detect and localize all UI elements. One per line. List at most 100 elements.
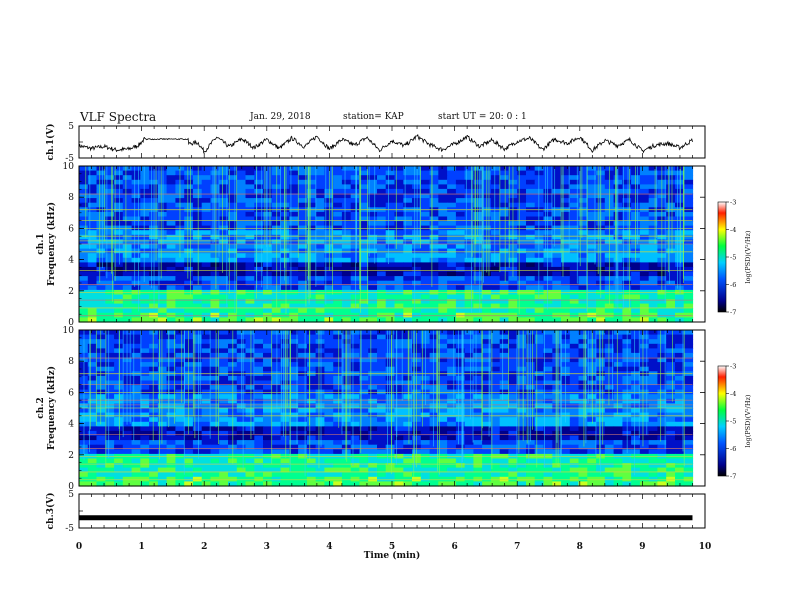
spectrogram-cell xyxy=(517,435,527,441)
spectrogram-cell xyxy=(166,463,176,469)
spectrogram-cell xyxy=(508,366,518,372)
spectrogram-cell xyxy=(306,403,317,409)
spectrogram-cell xyxy=(228,166,238,172)
spectrogram-cell xyxy=(201,175,212,181)
spectrogram-cell xyxy=(666,257,676,263)
spectrogram-cell xyxy=(280,253,290,259)
spectrogram-cell xyxy=(666,403,676,409)
spectrogram-cell xyxy=(569,343,580,349)
spectrogram-cell xyxy=(219,385,229,391)
spectrogram-cell xyxy=(499,467,510,473)
spectrogram-cell xyxy=(140,239,150,245)
spectrogram-cell xyxy=(508,449,518,455)
spectrogram-cell xyxy=(420,188,431,195)
spectrogram-cell xyxy=(420,179,431,185)
spectrogram-cell xyxy=(578,430,588,437)
spectrogram-cell xyxy=(245,211,255,218)
spectrogram-cell xyxy=(377,440,387,446)
spectrogram-cell xyxy=(394,339,404,345)
spectrogram-cell xyxy=(140,403,150,409)
spectrogram-cell xyxy=(508,276,518,282)
spectrogram-cell xyxy=(184,211,194,218)
spectrogram-cell xyxy=(447,435,457,441)
spectrogram-cell xyxy=(114,248,124,254)
spectrogram-cell xyxy=(140,317,150,323)
spectrogram-cell xyxy=(552,202,562,208)
spectrogram-cell xyxy=(175,366,185,372)
spectrogram-cell xyxy=(683,271,694,277)
spectrogram-cell xyxy=(368,308,378,314)
channel-label: ch.1 xyxy=(36,233,46,254)
spectrogram-cell xyxy=(385,175,396,181)
spectrogram-cell xyxy=(105,184,115,190)
spectrogram-cell xyxy=(499,216,510,222)
spectrogram-cell xyxy=(499,184,510,190)
spectrogram-cell xyxy=(289,294,299,300)
spectrogram-cell xyxy=(517,417,527,423)
spectrogram-cell xyxy=(578,463,588,469)
spectrogram-cell xyxy=(131,303,141,309)
spectrogram-cell xyxy=(131,188,141,195)
spectrogram-cell xyxy=(587,299,597,305)
spectrogram-cell xyxy=(490,412,501,418)
spectrogram-cell xyxy=(455,184,466,190)
spectrogram-cell xyxy=(315,357,325,363)
spectrogram-cell xyxy=(333,188,343,195)
spectrogram-cell xyxy=(613,426,623,432)
spectrogram-cell xyxy=(201,179,212,185)
spectrogram-cell xyxy=(289,179,299,185)
spectrogram-cell xyxy=(534,308,545,314)
spectrogram-cell xyxy=(587,426,597,432)
spectrogram-cell xyxy=(403,234,413,240)
y-axis-label: ch.1(V) xyxy=(45,124,56,161)
spectrogram-cell xyxy=(166,385,176,391)
spectrogram-cell xyxy=(412,216,422,222)
spectrogram-cell xyxy=(561,463,571,469)
spectrogram-cell xyxy=(447,467,457,473)
spectrogram-cell xyxy=(306,426,317,432)
spectrogram-cell xyxy=(122,412,133,418)
spectrogram-cell xyxy=(526,257,536,263)
spectrogram-cell xyxy=(228,262,238,268)
spectrogram-cell xyxy=(455,440,466,446)
spectrogram-cell xyxy=(210,179,220,185)
spectrogram-cell xyxy=(315,334,325,340)
spectrogram-cell xyxy=(184,435,194,441)
spectrogram-cell xyxy=(175,330,185,336)
spectrogram-cell xyxy=(131,357,141,363)
spectrogram-cell xyxy=(219,166,229,172)
spectrogram-cell xyxy=(508,403,518,409)
spectrogram-cell xyxy=(683,352,694,359)
spectrogram-cell xyxy=(420,440,431,446)
spectrogram-cell xyxy=(175,348,185,354)
spectrogram-cell xyxy=(298,380,308,386)
spectrogram-cell xyxy=(455,216,466,222)
spectrogram-cell xyxy=(517,317,527,323)
spectrogram-cell xyxy=(464,426,474,432)
spectrogram-cell xyxy=(263,343,273,349)
spectrogram-cell xyxy=(526,202,536,208)
spectrogram-cell xyxy=(657,435,667,441)
spectrogram-cell xyxy=(280,170,290,176)
spectrogram-cell xyxy=(114,230,124,236)
spectrogram-cell xyxy=(683,198,694,204)
spectrogram-cell xyxy=(359,435,369,441)
spectrogram-cell xyxy=(306,230,317,236)
spectrogram-cell xyxy=(631,339,641,345)
spectrogram-cell xyxy=(587,394,597,400)
spectrogram-cell xyxy=(543,244,553,250)
spectrogram-cell xyxy=(622,248,632,254)
spectrogram-cell xyxy=(122,211,133,218)
spectrogram-cell xyxy=(114,440,124,446)
spectrogram-cell xyxy=(166,426,176,432)
spectrogram-cell xyxy=(228,266,238,273)
spectrogram-cell xyxy=(464,352,474,359)
spectrogram-cell xyxy=(429,299,439,305)
spectrogram-cell xyxy=(412,234,422,240)
spectrogram-cell xyxy=(315,202,325,208)
spectrogram-cell xyxy=(166,179,176,185)
spectrogram-cell xyxy=(350,449,361,455)
spectrogram-cell xyxy=(385,317,396,323)
spectrogram-cell xyxy=(306,357,317,363)
spectrogram-cell xyxy=(122,430,133,437)
